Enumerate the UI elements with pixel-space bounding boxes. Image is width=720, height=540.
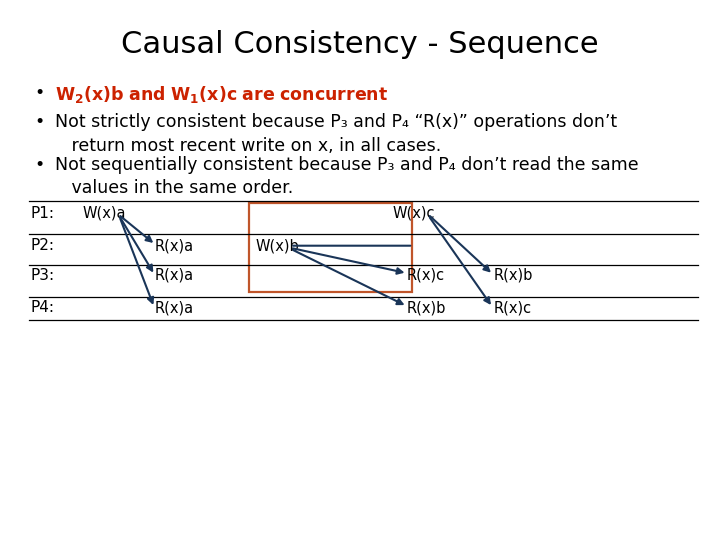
Text: •: • [35,113,45,131]
Text: R(x)c: R(x)c [407,268,445,283]
Text: P4:: P4: [30,300,54,315]
Text: R(x)a: R(x)a [155,300,194,315]
Text: W(x)c: W(x)c [392,206,435,221]
Text: R(x)b: R(x)b [493,268,533,283]
Text: R(x)b: R(x)b [407,300,446,315]
Text: •: • [35,156,45,173]
Text: Not sequentially consistent because P₃ and P₄ don’t read the same
   values in t: Not sequentially consistent because P₃ a… [55,156,639,197]
Text: Not strictly consistent because P₃ and P₄ “R(x)” operations don’t
   return most: Not strictly consistent because P₃ and P… [55,113,617,155]
Text: P2:: P2: [30,238,54,253]
Text: $\mathbf{W_2(x)b\ and\ W_1(x)c\ are\ concurrent}$: $\mathbf{W_2(x)b\ and\ W_1(x)c\ are\ con… [55,84,388,105]
Text: W(x)a: W(x)a [83,206,126,221]
Text: Causal Consistency - Sequence: Causal Consistency - Sequence [121,30,599,59]
Text: R(x)a: R(x)a [155,268,194,283]
Text: W(x)b: W(x)b [256,238,300,253]
Text: P1:: P1: [30,206,54,221]
Bar [249,202,412,292]
Text: •: • [35,84,45,102]
Text: P3:: P3: [30,268,55,283]
Text: R(x)a: R(x)a [155,238,194,253]
Text: R(x)c: R(x)c [493,300,531,315]
